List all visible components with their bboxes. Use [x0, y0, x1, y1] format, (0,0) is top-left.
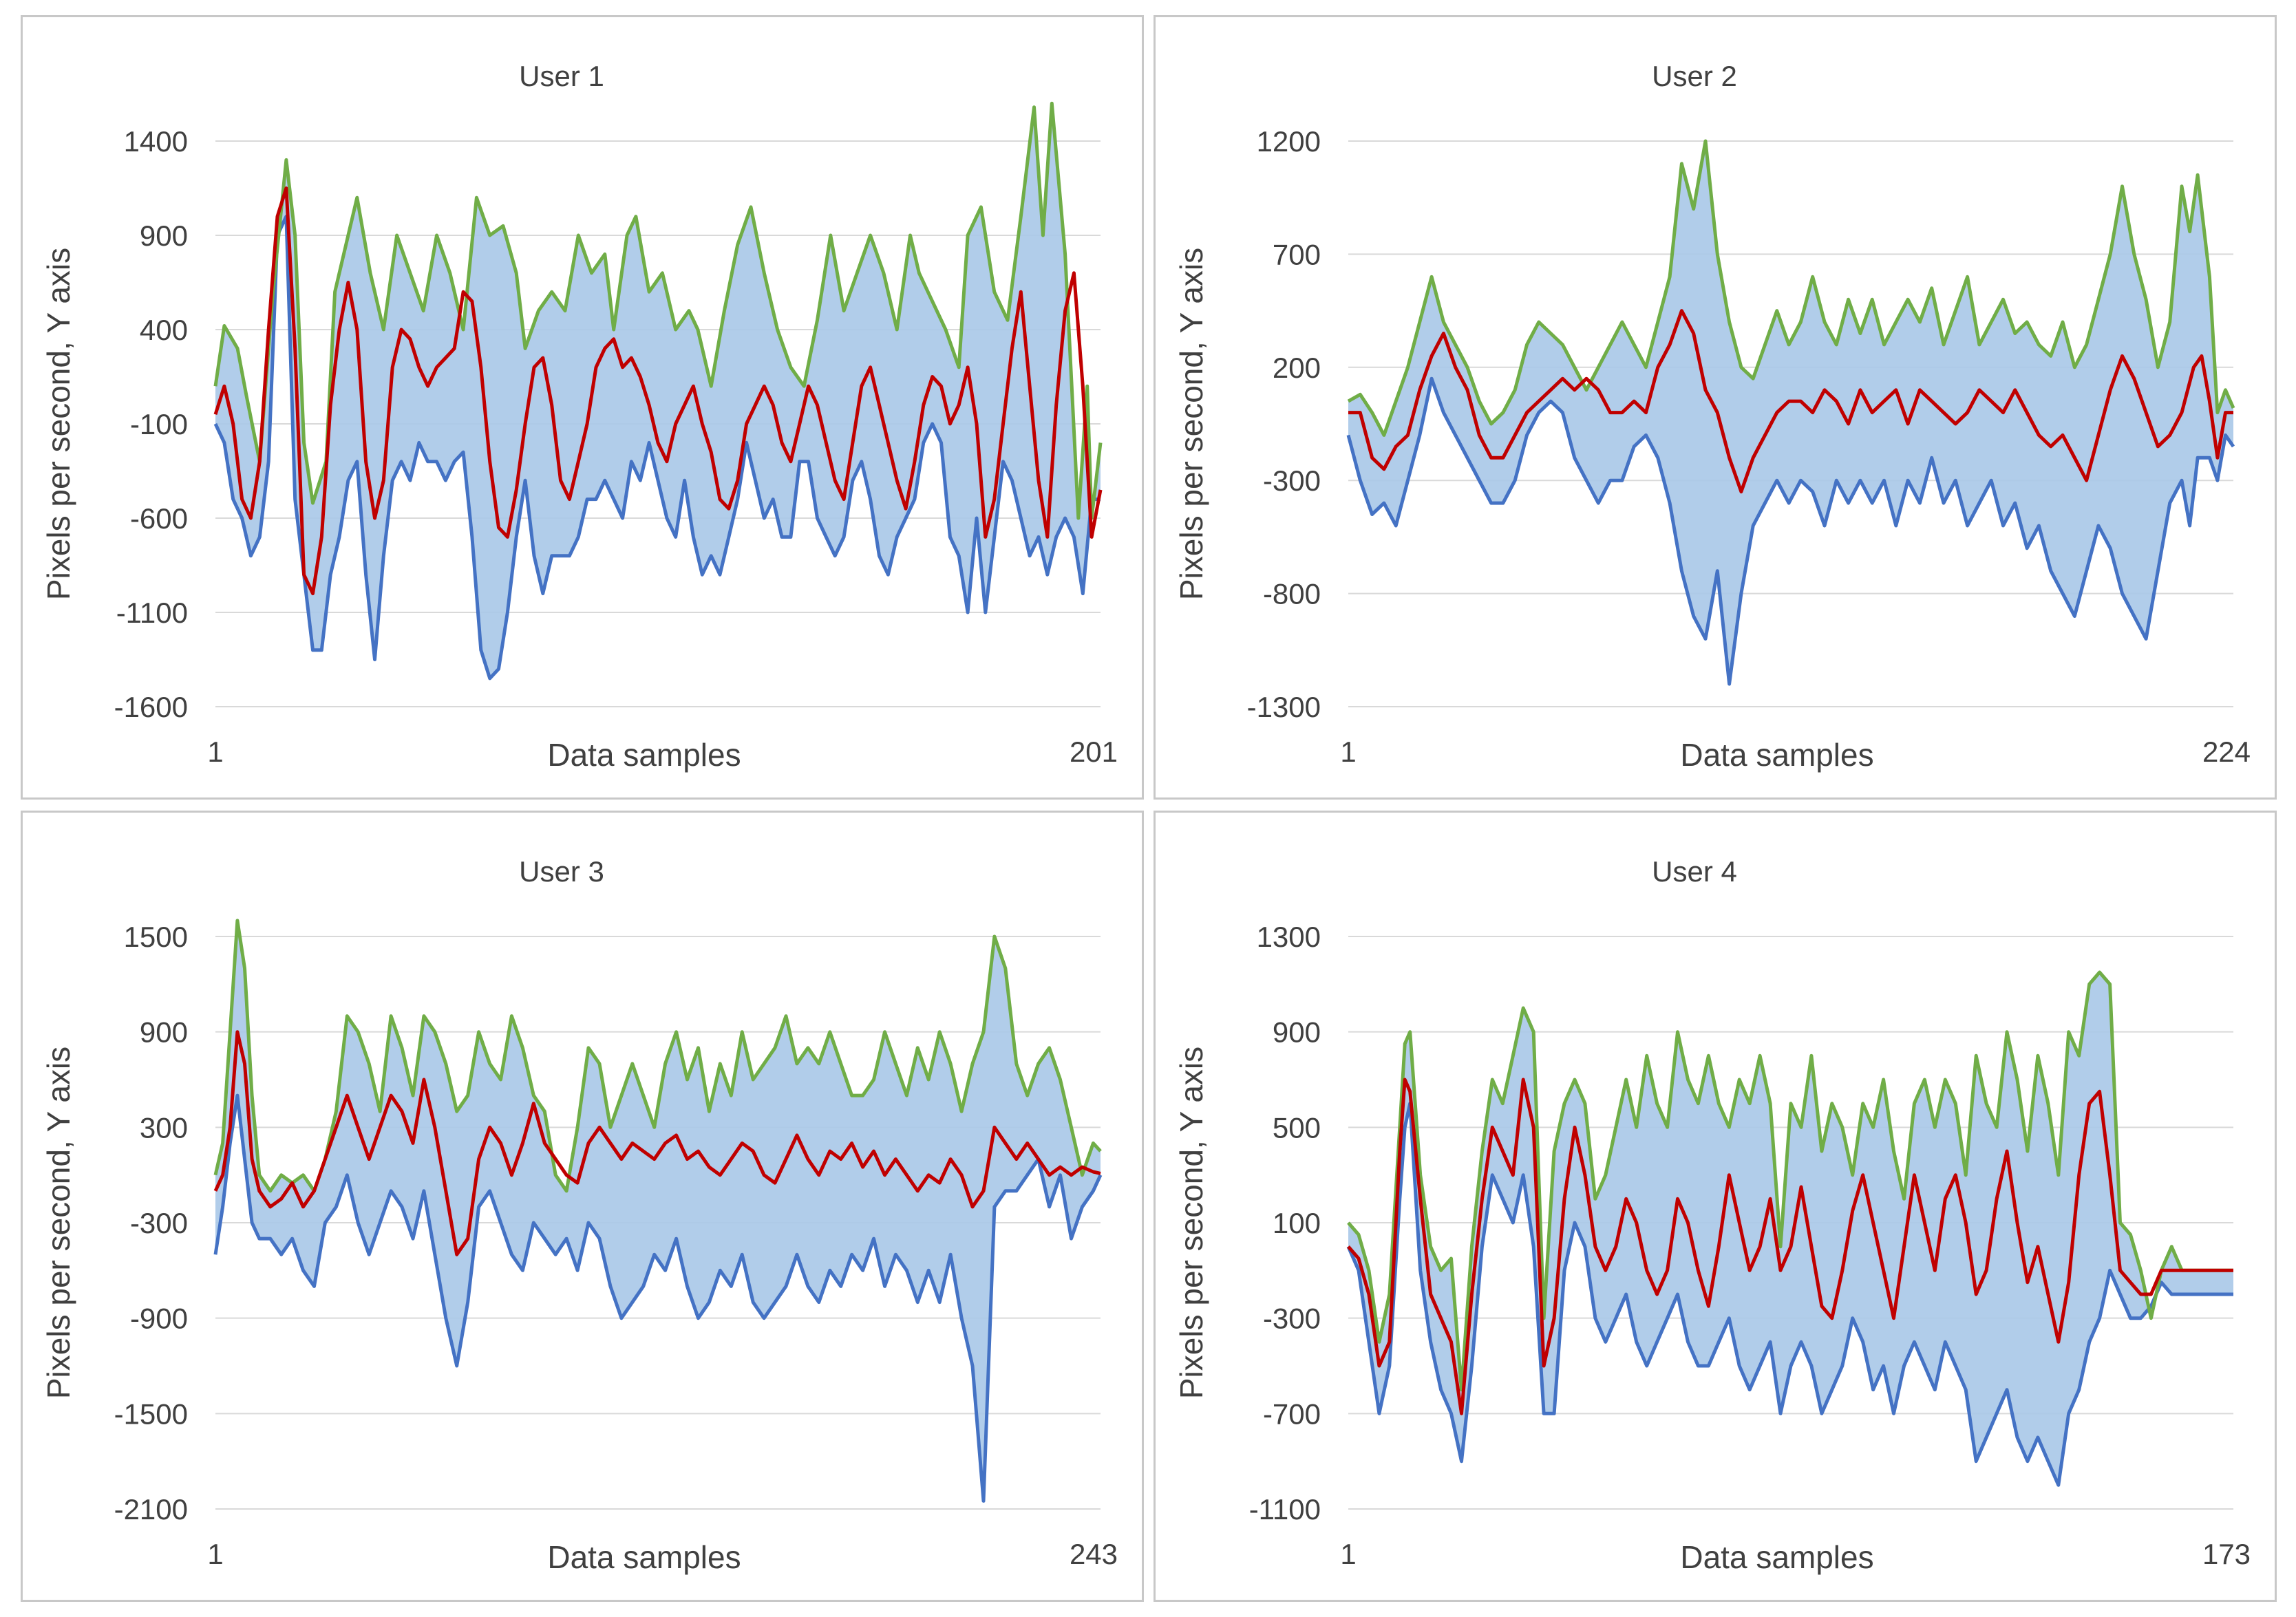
y-tick-label: 1500 [124, 921, 188, 953]
y-axis-title: Pixels per second, Y axis [41, 1047, 76, 1399]
series-line-lower [1346, 376, 2235, 686]
series-line-lower [213, 215, 1101, 681]
series-line-mean [1347, 1078, 2233, 1415]
y-tick-label: -2100 [114, 1493, 188, 1525]
chart-title: User 2 [1652, 60, 1737, 92]
y-tick-label: -100 [130, 408, 188, 440]
y-tick-label: 100 [1273, 1207, 1321, 1239]
y-tick-label: 500 [1273, 1111, 1321, 1144]
y-tick-label: 700 [1273, 238, 1321, 270]
chart-svg: 1300 900 500 100 -300 -700 -1100 User 4 1 173 Data… [1173, 855, 2251, 1575]
chart-panel-user-4: 1300 900 500 100 -300 -700 -1100 User 4 1 173 Data… [1154, 811, 2277, 1602]
series-line-upper [1347, 970, 2233, 1392]
series-line-mean [213, 186, 1103, 596]
x-tick-label-last: 243 [1070, 1538, 1118, 1570]
y-tick-label: -600 [130, 502, 188, 535]
y-tick-label: 900 [140, 219, 188, 252]
y-tick-label: -900 [130, 1303, 188, 1335]
x-axis-title: Data samples [547, 737, 741, 773]
chart-panel-user-2: 1200 700 200 -300 -800 -1300 User 2 1 224 Data sa… [1154, 15, 2277, 800]
x-tick-label-last: 224 [2202, 736, 2251, 768]
y-tick-label: -1300 [1247, 691, 1321, 723]
range-band [215, 920, 1101, 1501]
chart-panel-user-3: 1500 900 300 -300 -900 -1500 -2100 User 3 1 243 Da… [21, 811, 1144, 1602]
range-band [1348, 141, 2233, 685]
x-axis-title: Data samples [1680, 737, 1873, 773]
chart-svg: 1200 700 200 -300 -800 -1300 User 2 1 224 Data sa… [1173, 60, 2251, 773]
series-line-upper [213, 919, 1102, 1193]
y-tick-label: -300 [1263, 1303, 1321, 1335]
x-tick-label-last: 201 [1070, 736, 1118, 768]
x-tick-label-first: 1 [1340, 1538, 1356, 1570]
series-line-mean [1348, 309, 2233, 494]
chart-svg: 1400 900 400 -100 -600 -1100 -1600 User 1 1 201 Da… [41, 60, 1118, 773]
y-tick-label: 900 [1273, 1016, 1321, 1049]
y-tick-label: -1500 [114, 1398, 188, 1430]
range-band [1348, 972, 2233, 1486]
y-tick-label: 900 [140, 1016, 188, 1049]
chart-title: User 4 [1652, 855, 1737, 888]
x-tick-label-last: 173 [2202, 1538, 2251, 1570]
series-line-upper [1347, 139, 2235, 437]
x-axis-title: Data samples [1680, 1539, 1873, 1575]
y-axis-title: Pixels per second, Y axis [41, 248, 76, 600]
series-line-lower [213, 1093, 1103, 1503]
y-tick-label: -300 [130, 1207, 188, 1239]
x-tick-label-first: 1 [1340, 736, 1356, 768]
y-tick-label: -1100 [1249, 1493, 1321, 1525]
series-line-mean [213, 1030, 1101, 1256]
y-tick-label: -800 [1263, 578, 1321, 610]
y-tick-label: -700 [1263, 1398, 1321, 1430]
y-tick-label: 1300 [1257, 921, 1321, 953]
chart-svg: 1500 900 300 -300 -900 -1500 -2100 User 3 1 243 Da… [41, 855, 1118, 1575]
chart-panel-user-1: 1400 900 400 -100 -600 -1100 -1600 User 1 1 201 Da… [21, 15, 1144, 800]
series-line-upper [213, 101, 1103, 520]
y-tick-label: 1400 [124, 125, 188, 158]
range-band [215, 103, 1101, 678]
x-tick-label-first: 1 [207, 1538, 223, 1570]
chart-title: User 3 [519, 855, 604, 888]
y-axis-title: Pixels per second, Y axis [1173, 1047, 1209, 1399]
y-tick-label: 300 [140, 1111, 188, 1144]
y-tick-label: -300 [1263, 464, 1321, 497]
y-axis-title: Pixels per second, Y axis [1173, 248, 1209, 600]
y-tick-label: 1200 [1257, 125, 1321, 158]
x-tick-label-first: 1 [207, 736, 223, 768]
series-line-lower [1346, 1102, 2233, 1487]
x-axis-title: Data samples [547, 1539, 741, 1575]
y-tick-label: -1600 [114, 691, 188, 723]
y-tick-label: -1100 [116, 597, 188, 629]
y-tick-label: 200 [1273, 352, 1321, 384]
chart-title: User 1 [519, 60, 604, 92]
y-tick-label: 400 [140, 314, 188, 346]
